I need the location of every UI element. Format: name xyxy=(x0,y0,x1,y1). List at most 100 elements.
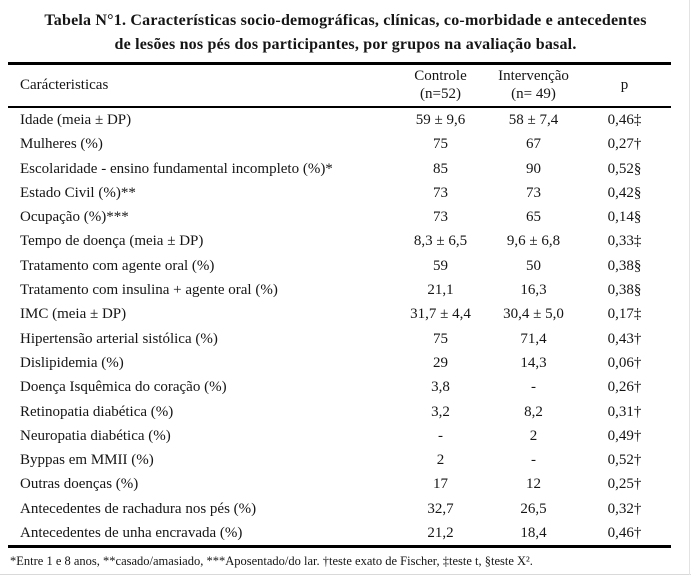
table-footnote: *Entre 1 e 8 anos, **casado/amasiado, **… xyxy=(10,554,533,569)
controle-value-cell: 73 xyxy=(433,184,448,201)
table-row: Retinopatia diabética (%) 3,2 8,2 0,31† xyxy=(8,400,671,424)
characteristics-table: Carácteristicas Controle (n=52) Interven… xyxy=(8,62,671,548)
intervencao-value-cell: 58 ± 7,4 xyxy=(508,112,559,128)
intervencao-value-cell: 73 xyxy=(526,184,541,201)
row-label-cell: Escolaridade - ensino fundamental incomp… xyxy=(20,160,333,177)
table-row: Escolaridade - ensino fundamental incomp… xyxy=(8,157,671,181)
row-label-cell: Ocupação (%)*** xyxy=(20,209,129,226)
header-intervencao: Intervenção (n= 49) xyxy=(489,64,578,108)
header-characteristics: Carácteristicas xyxy=(20,77,109,93)
table-row: Neuropatia diabética (%) - 2 0,49† xyxy=(8,424,671,448)
table-row: Outras doenças (%) 17 12 0,25† xyxy=(8,472,671,496)
p-value-cell: 0,33‡ xyxy=(607,233,642,250)
p-value-cell: 0,27† xyxy=(607,136,642,153)
header-controle-n: (n=52) xyxy=(420,86,461,102)
controle-value-cell: 3,2 xyxy=(431,403,450,420)
controle-value-cell: 59 ± 9,6 xyxy=(415,112,466,128)
p-value-cell: 0,49† xyxy=(607,427,642,444)
row-label-cell: IMC (meia ± DP) xyxy=(20,306,127,323)
p-value-cell: 0,38§ xyxy=(607,282,642,299)
intervencao-value-cell: 18,4 xyxy=(520,525,547,542)
controle-value-cell: 73 xyxy=(433,209,448,226)
p-value-cell: 0,17‡ xyxy=(607,306,642,323)
table-title-line2: de lesões nos pés dos participantes, por… xyxy=(114,36,577,53)
row-label-cell: Dislipidemia (%) xyxy=(20,354,124,371)
intervencao-value-cell: 9,6 ± 6,8 xyxy=(506,233,561,250)
intervencao-value-cell: 16,3 xyxy=(520,282,547,299)
row-label-cell: Tratamento com insulina + agente oral (%… xyxy=(20,282,278,299)
intervencao-value-cell: 71,4 xyxy=(520,330,547,347)
p-value-cell: 0,42§ xyxy=(607,184,642,201)
controle-value-cell: 17 xyxy=(433,476,448,493)
row-label-cell: Hipertensão arterial sistólica (%) xyxy=(20,330,218,347)
table-header: Carácteristicas Controle (n=52) Interven… xyxy=(8,63,671,108)
intervencao-value-cell: 8,2 xyxy=(524,403,543,420)
intervencao-value-cell: 14,3 xyxy=(520,354,547,371)
controle-value-cell: 21,2 xyxy=(427,525,454,542)
intervencao-value-cell: 2 xyxy=(529,427,538,444)
intervencao-value-cell: 67 xyxy=(526,136,541,153)
table-row: Tempo de doença (meia ± DP) 8,3 ± 6,5 9,6 … xyxy=(8,229,671,253)
table-row: Idade (meia ± DP) 59 ± 9,6 58 ± 7,4 0,46‡ xyxy=(8,107,671,132)
row-label-cell: Byppas em MMII (%) xyxy=(20,452,154,469)
controle-value-cell: 8,3 ± 6,5 xyxy=(413,233,468,250)
table-row: Estado Civil (%)** 73 73 0,42§ xyxy=(8,181,671,205)
table-row: Ocupação (%)*** 73 65 0,14§ xyxy=(8,205,671,229)
controle-value-cell: 85 xyxy=(433,160,448,177)
header-intervencao-n: (n= 49) xyxy=(511,86,556,102)
p-value-cell: 0,14§ xyxy=(607,209,642,226)
header-row: Carácteristicas Controle (n=52) Interven… xyxy=(8,63,671,108)
controle-value-cell: 21,1 xyxy=(427,282,454,299)
controle-value-cell: 75 xyxy=(433,136,448,153)
p-value-cell: 0,25† xyxy=(607,476,642,493)
row-label-cell: Antecedentes de unha encravada (%) xyxy=(20,525,243,542)
row-label-cell: Estado Civil (%)** xyxy=(20,184,136,201)
row-label-cell: Neuropatia diabética (%) xyxy=(20,427,171,444)
intervencao-value-cell: 26,5 xyxy=(520,500,547,517)
p-value-cell: 0,52† xyxy=(607,452,642,469)
table-body: Idade (meia ± DP) 59 ± 9,6 58 ± 7,4 0,46‡ Mu… xyxy=(8,107,671,547)
intervencao-value-cell: 90 xyxy=(526,160,541,177)
header-p: p xyxy=(620,77,629,93)
p-value-cell: 0,46† xyxy=(607,525,642,542)
table-title-line1: Tabela N°1. Características socio-demogr… xyxy=(44,12,647,29)
table-row: Tratamento com insulina + agente oral (%… xyxy=(8,278,671,302)
row-label-cell: Tratamento com agente oral (%) xyxy=(20,257,215,274)
controle-value-cell: - xyxy=(438,427,443,444)
table-row: Byppas em MMII (%) 2 - 0,52† xyxy=(8,448,671,472)
row-label-cell: Idade (meia ± DP) xyxy=(20,112,132,128)
p-value-cell: 0,38§ xyxy=(607,257,642,274)
header-controle: Controle (n=52) xyxy=(392,64,489,108)
controle-value-cell: 59 xyxy=(433,257,448,274)
p-value-cell: 0,26† xyxy=(607,379,642,396)
intervencao-value-cell: - xyxy=(531,379,536,396)
table-row: Mulheres (%) 75 67 0,27† xyxy=(8,132,671,156)
p-value-cell: 0,43† xyxy=(607,330,642,347)
table-row: Doença Isquêmica do coração (%) 3,8 - 0,26† xyxy=(8,375,671,399)
controle-value-cell: 31,7 ± 4,4 xyxy=(410,306,471,323)
p-value-cell: 0,31† xyxy=(607,403,642,420)
table-row: Hipertensão arterial sistólica (%) 75 71,4… xyxy=(8,327,671,351)
controle-value-cell: 2 xyxy=(436,452,445,469)
header-intervencao-name: Intervenção xyxy=(498,68,569,84)
controle-value-cell: 29 xyxy=(433,354,448,371)
row-label-cell: Retinopatia diabética (%) xyxy=(20,403,174,420)
intervencao-value-cell: 65 xyxy=(526,209,541,226)
p-value-cell: 0,46‡ xyxy=(607,112,642,128)
page-right-edge xyxy=(689,0,690,575)
controle-value-cell: 3,8 xyxy=(431,379,450,396)
row-label-cell: Outras doenças (%) xyxy=(20,476,139,493)
table-title: Tabela N°1. Características socio-demogr… xyxy=(0,0,691,57)
controle-value-cell: 32,7 xyxy=(427,500,454,517)
intervencao-value-cell: - xyxy=(531,452,536,469)
table-row: IMC (meia ± DP) 31,7 ± 4,4 30,4 ± 5,0 0,17‡ xyxy=(8,302,671,326)
row-label-cell: Mulheres (%) xyxy=(20,136,103,153)
intervencao-value-cell: 50 xyxy=(526,257,541,274)
controle-value-cell: 75 xyxy=(433,330,448,347)
p-value-cell: 0,32† xyxy=(607,500,642,517)
page-bottom-edge xyxy=(0,574,691,575)
table-row: Dislipidemia (%) 29 14,3 0,06† xyxy=(8,351,671,375)
p-value-cell: 0,06† xyxy=(607,354,642,371)
p-value-cell: 0,52§ xyxy=(607,160,642,177)
